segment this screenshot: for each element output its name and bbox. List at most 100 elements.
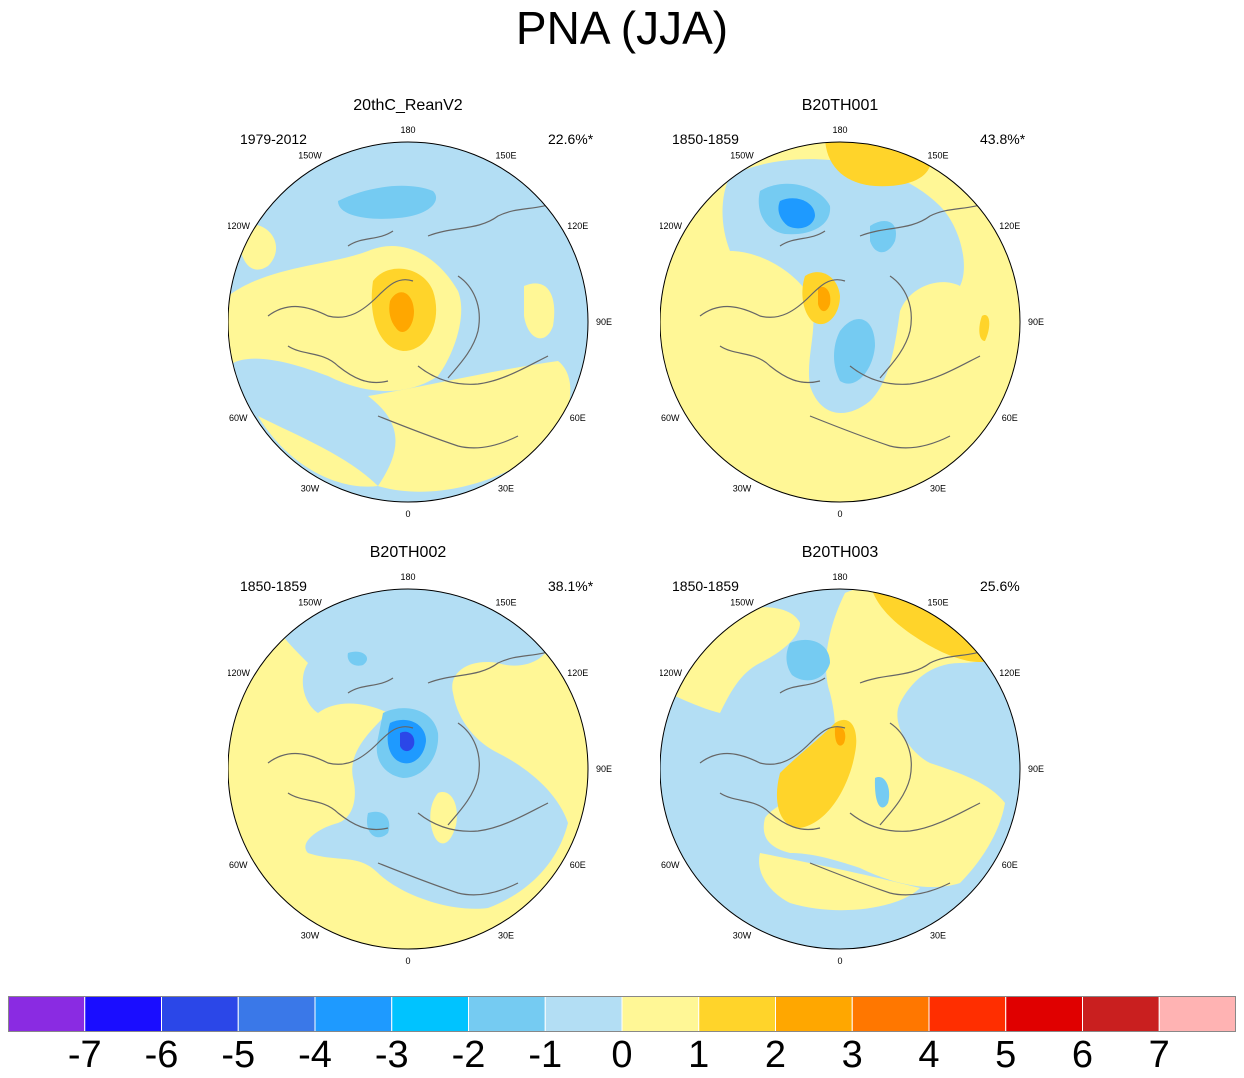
colorbar-tick-label: 3	[841, 1034, 863, 1076]
longitude-label: 120W	[660, 668, 683, 678]
longitude-label: 120E	[999, 668, 1020, 678]
longitude-label: 150E	[927, 151, 948, 161]
coastline	[347, 677, 394, 694]
longitude-label: 150E	[927, 598, 948, 608]
anomaly-contour-positive_strong	[834, 726, 846, 746]
coastline	[267, 726, 414, 765]
longitude-label: 60W	[229, 413, 248, 423]
panel-percent: 25.6%	[980, 578, 1020, 594]
colorbar-swatch	[698, 996, 776, 1032]
coastline	[849, 802, 981, 832]
longitude-label: 150W	[298, 598, 322, 608]
anomaly-contour-negative_mid	[786, 639, 830, 681]
panel-period: 1979-2012	[240, 131, 307, 147]
longitude-label: 180	[400, 572, 415, 582]
coastline	[859, 200, 991, 237]
longitude-label: 0	[405, 956, 410, 966]
anomaly-field	[228, 589, 588, 949]
longitude-label: 180	[832, 572, 847, 582]
longitude-label: 60E	[1002, 860, 1018, 870]
longitude-label: 0	[837, 509, 842, 519]
anomaly-contour-negative_mid	[347, 651, 368, 666]
colorbar-tick-label: -1	[528, 1034, 563, 1076]
anomaly-contour-negative_mid	[367, 811, 390, 838]
colorbar-swatch	[1158, 996, 1236, 1032]
coastline	[859, 647, 991, 684]
anomaly-contour-negative_core	[400, 731, 415, 752]
longitude-label: 30W	[301, 930, 320, 940]
colorbar-tick-label: 5	[995, 1034, 1017, 1076]
colorbar	[8, 996, 1236, 1032]
map-panel-4: B20TH003 1850-1859 25.6% 180 150E 120E 90E 6…	[660, 543, 1060, 966]
coastline	[879, 275, 912, 379]
longitude-label: 150E	[495, 151, 516, 161]
longitude-label: 120W	[228, 668, 251, 678]
longitude-label: 120E	[567, 668, 588, 678]
colorbar-tick-label: -3	[374, 1034, 409, 1076]
colorbar-swatch	[851, 996, 930, 1032]
panel-percent: 43.8%*	[980, 131, 1026, 147]
colorbar-tick-label: 7	[1148, 1034, 1170, 1076]
coastline	[287, 345, 389, 384]
colorbar-swatch	[161, 996, 239, 1032]
coastline	[427, 200, 559, 237]
coastline	[779, 677, 826, 694]
colorbar-tick-label: 1	[688, 1034, 710, 1076]
coastline	[809, 862, 951, 896]
colorbar-swatch	[544, 996, 623, 1032]
panel-title: 20thC_ReanV2	[353, 97, 463, 114]
map-boundary	[228, 141, 589, 503]
coastline	[719, 792, 821, 831]
map-boundary	[660, 588, 1021, 950]
coastline	[347, 230, 394, 247]
colorbar-swatch	[928, 996, 1007, 1032]
polar-map: 180150E120E90E60E30E030W60W90W120W150W	[660, 572, 1044, 966]
longitude-label: 90E	[1028, 317, 1044, 327]
map-panel-3: B20TH002 1850-1859 38.1%* 180 150E 120E 90E…	[228, 543, 628, 966]
anomaly-field	[660, 142, 1020, 502]
anomaly-contour-positive_light	[258, 416, 378, 487]
figure-title: PNA (JJA)	[515, 2, 729, 54]
coastline	[699, 279, 846, 318]
anomaly-contour-negative_mid	[874, 777, 890, 808]
coastlines	[267, 647, 559, 896]
longitude-label: 60E	[570, 413, 586, 423]
longitude-label: 90E	[596, 764, 612, 774]
coastline	[719, 345, 821, 384]
polar-map: 180150E120E90E60E30E030W60W90W120W150W	[228, 125, 612, 519]
colorbar-tick-label: -5	[221, 1034, 256, 1076]
panel-period: 1850-1859	[672, 131, 739, 147]
colorbar-tick-label: 6	[1071, 1034, 1094, 1076]
anomaly-contour-positive_light	[430, 792, 457, 844]
anomaly-contour-positive_light	[368, 361, 571, 492]
longitude-label: 180	[400, 125, 415, 135]
longitude-label: 30E	[498, 930, 514, 940]
panel-period: 1850-1859	[240, 578, 307, 594]
colorbar-swatch	[84, 996, 162, 1032]
coastline	[427, 647, 559, 684]
panel-title: B20TH003	[801, 544, 879, 561]
colorbar-swatch	[8, 996, 86, 1032]
longitude-label: 150W	[730, 598, 754, 608]
anomaly-field	[660, 589, 1020, 949]
map-panel-2: B20TH001 1850-1859 43.8%* 180 150E 120E 90E…	[660, 96, 1060, 519]
longitude-label: 60W	[661, 860, 680, 870]
coastline	[447, 722, 480, 826]
colorbar-swatch	[314, 996, 393, 1032]
coastlines	[699, 647, 991, 896]
longitude-label: 30W	[733, 483, 752, 493]
longitude-label: 60E	[570, 860, 586, 870]
coastline	[699, 726, 846, 765]
longitude-label: 30W	[301, 483, 320, 493]
polar-map: 180150E120E90E60E30E030W60W90W120W150W	[660, 125, 1044, 519]
coastline	[879, 722, 912, 826]
longitude-label: 30E	[498, 483, 514, 493]
coastlines	[699, 200, 991, 449]
panel-period: 1850-1859	[672, 578, 739, 594]
panel-percent: 38.1%*	[548, 578, 594, 594]
longitude-label: 90E	[1028, 764, 1044, 774]
colorbar-tick-label: 2	[764, 1034, 787, 1076]
colorbar-swatch	[391, 996, 469, 1032]
coastline	[287, 792, 389, 831]
longitude-label: 30E	[930, 930, 946, 940]
